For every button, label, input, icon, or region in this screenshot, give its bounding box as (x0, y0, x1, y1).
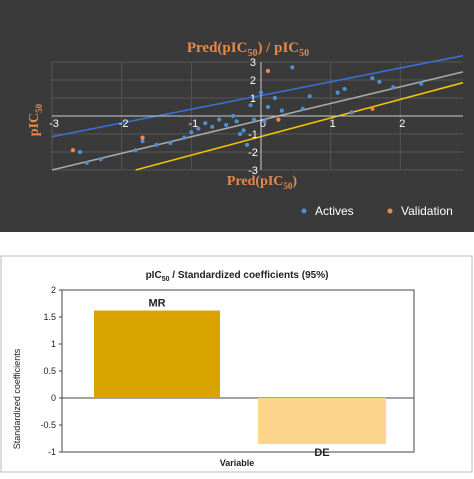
scatter-x-tick-label: -1 (188, 118, 198, 130)
scatter-point-actives (370, 76, 375, 81)
scatter-point-validation (140, 135, 145, 140)
scatter-point-actives (133, 148, 138, 153)
scatter-y-tick-label: 1 (250, 93, 256, 105)
bar-y-tick-label: 1.5 (43, 312, 56, 322)
scatter-point-actives (77, 149, 82, 155)
scatter-point-actives (231, 113, 236, 119)
scatter-point-actives (98, 157, 103, 162)
scatter-y-tick-label: -1 (248, 129, 258, 141)
scatter-point-validation (265, 68, 271, 74)
scatter-point-actives (224, 122, 229, 128)
scatter-point-actives (241, 128, 246, 133)
scatter-point-actives (349, 110, 354, 115)
bar-chart: pIC50 / Standardized coefficients (95%) … (0, 255, 473, 473)
scatter-title: Pred(pIC50) / pIC50 (187, 40, 309, 59)
bar-y-ticks: -1 -0.5 0 0.5 1 1.5 2 (40, 285, 62, 457)
scatter-line-lower (135, 81, 464, 171)
scatter-point-actives (300, 106, 305, 111)
scatter-point-actives (234, 119, 239, 124)
legend-marker-validation (387, 208, 393, 214)
scatter-point-actives (217, 117, 222, 122)
scatter-point-actives (140, 139, 145, 144)
scatter-x-tick-label: 1 (330, 118, 336, 130)
bar-y-tick-label: -1 (48, 447, 56, 457)
scatter-point-actives (272, 95, 278, 101)
bar-de (258, 398, 386, 444)
bar-chart-title: pIC50 / Standardized coefficients (95%) (146, 270, 329, 283)
bar-y-tick-label: -0.5 (40, 420, 56, 430)
scatter-point-validation (370, 106, 375, 111)
bar-bars: MR DE (94, 298, 386, 459)
bar-chart-frame (0, 255, 473, 473)
scatter-point-actives (248, 103, 253, 108)
scatter-axes (52, 62, 463, 170)
bar-y-axis-label: Standardized coefficients (12, 348, 22, 449)
scatter-y-tick-label: -2 (248, 147, 258, 159)
scatter-point-actives (237, 131, 243, 137)
scatter-point-actives (307, 94, 312, 99)
scatter-point-actives (251, 117, 257, 122)
scatter-x-tick-label: -3 (49, 118, 59, 130)
scatter-point-validation (70, 148, 75, 153)
scatter-point-validation (276, 117, 281, 122)
legend-label-validation: Validation (401, 204, 453, 218)
scatter-y-tick-label: 2 (250, 75, 256, 87)
scatter-point-actives (391, 85, 396, 90)
scatter-y-tick-label: 3 (250, 57, 256, 69)
coefficients-panel: pIC50 / Standardized coefficients (95%) … (0, 254, 474, 474)
bar-y-tick-label: 0 (51, 393, 56, 403)
bar-y-tick-label: 2 (51, 285, 56, 295)
scatter-point-actives (154, 142, 159, 147)
scatter-x-tick-label: 0 (260, 118, 266, 130)
bar-y-tick-label: 1 (51, 339, 56, 349)
scatter-y-axis-label: pIC50 (27, 103, 44, 136)
scatter-legend: Actives Validation (301, 204, 453, 218)
scatter-point-actives (419, 81, 424, 86)
scatter-point-actives (290, 65, 295, 70)
bar-mr (94, 310, 220, 398)
scatter-point-actives (265, 104, 271, 110)
scatter-point-actives (203, 121, 208, 126)
scatter-point-actives (196, 126, 201, 131)
scatter-x-tick-label: 2 (399, 118, 405, 130)
scatter-point-actives (258, 90, 264, 95)
scatter-point-actives (168, 140, 173, 146)
scatter-point-actives (342, 86, 347, 92)
scatter-point-actives (182, 135, 187, 140)
scatter-point-actives (84, 160, 89, 165)
bar-category-label: DE (314, 447, 329, 459)
scatter-point-actives (244, 142, 250, 147)
bar-y-tick-label: 0.5 (43, 366, 56, 376)
scatter-x-tick-label: -2 (119, 118, 129, 130)
bar-x-axis-label: Variable (220, 458, 255, 468)
scatter-y-tick-label: -3 (248, 165, 258, 177)
scatter-point-actives (377, 79, 382, 84)
bar-category-label: MR (148, 298, 165, 310)
legend-marker-actives (301, 208, 307, 214)
scatter-point-actives (279, 108, 284, 113)
scatter-point-actives (189, 130, 194, 135)
scatter-point-actives (262, 119, 267, 124)
scatter-points (70, 65, 424, 165)
scatter-point-actives (335, 90, 340, 95)
legend-label-actives: Actives (315, 204, 354, 218)
scatter-line-upper (51, 54, 464, 138)
scatter-point-actives (210, 124, 215, 129)
scatter-x-axis-label: Pred(pIC50) (227, 174, 298, 191)
qsar-scatter-panel: -3 -2 -1 0 1 2 -3 -2 -1 1 2 3 Pred(pIC50) / pIC50 P… (0, 0, 474, 232)
